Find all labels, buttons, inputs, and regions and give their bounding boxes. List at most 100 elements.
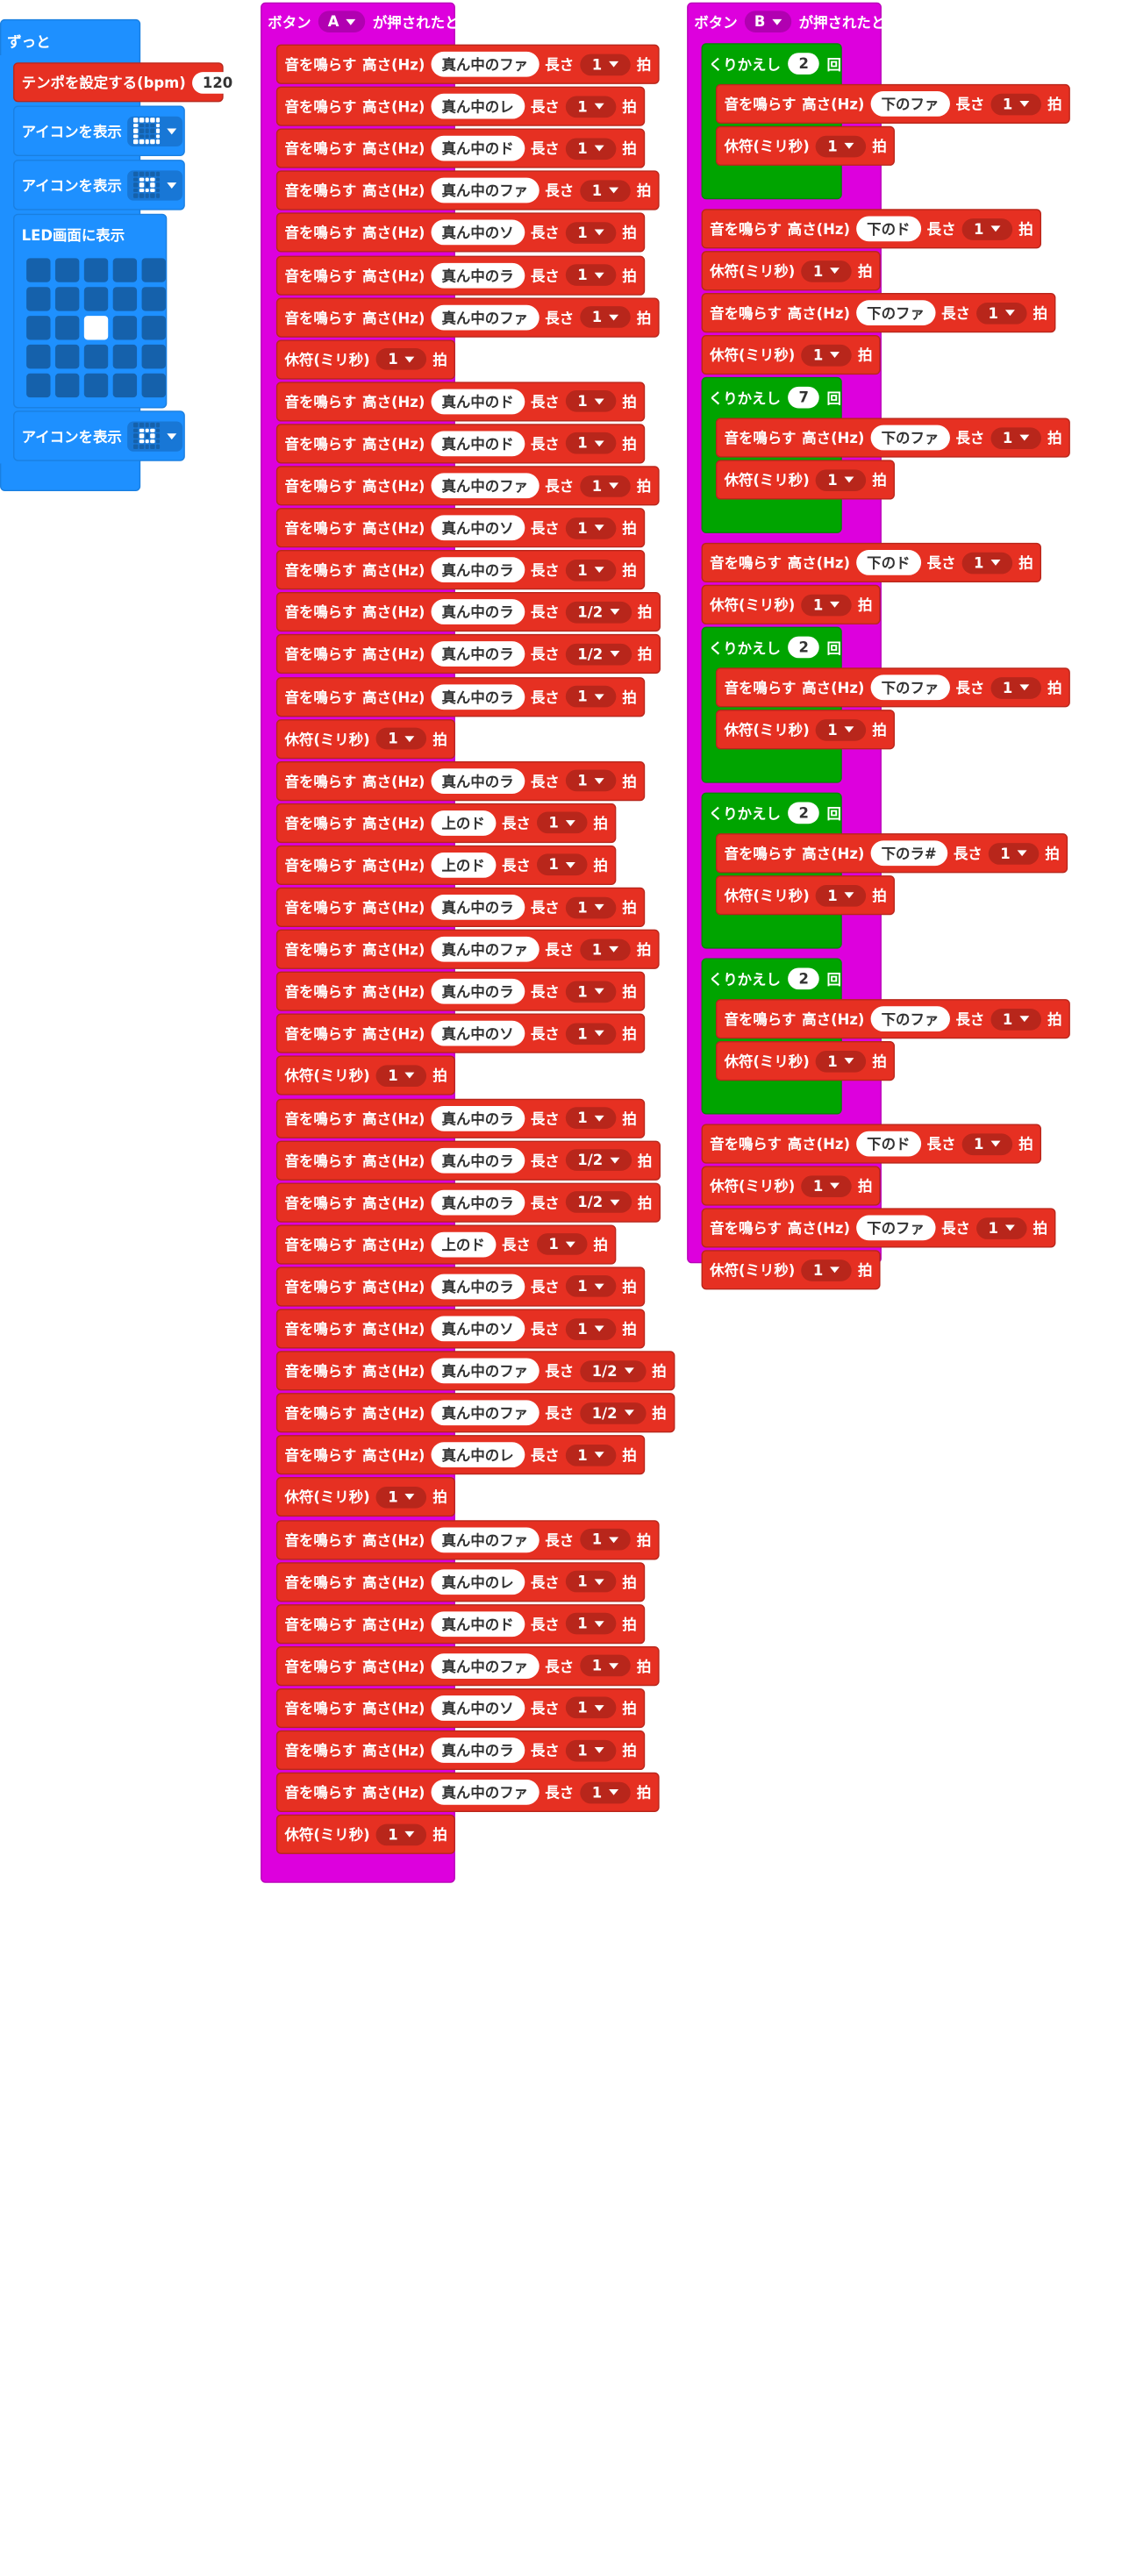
- play-tone-block[interactable]: 音を鳴らす 高さ(Hz) 真ん中のファ 長さ 1 拍: [275, 1645, 660, 1686]
- beat-dropdown[interactable]: 1: [565, 769, 617, 792]
- note-picker[interactable]: 真ん中のレ: [431, 93, 525, 119]
- note-picker[interactable]: 下のファ: [870, 91, 950, 117]
- icon-picker[interactable]: [127, 169, 183, 200]
- beat-dropdown[interactable]: 1: [961, 552, 1013, 574]
- led-cell[interactable]: [54, 258, 80, 282]
- note-picker[interactable]: 真ん中のド: [431, 389, 525, 415]
- beat-dropdown[interactable]: 1: [565, 1570, 617, 1593]
- beat-dropdown[interactable]: 1: [565, 95, 617, 118]
- note-picker[interactable]: 真ん中のラ: [431, 1105, 525, 1131]
- play-tone-block[interactable]: 音を鳴らす 高さ(Hz) 真ん中のラ 長さ 1/2 拍: [275, 634, 661, 674]
- note-picker[interactable]: 真ん中のファ: [431, 1652, 539, 1679]
- play-tone-block[interactable]: 音を鳴らす 高さ(Hz) 真ん中のファ 長さ 1 拍: [275, 296, 660, 338]
- play-tone-block[interactable]: 音を鳴らす 高さ(Hz) 下のド 長さ 1 拍: [701, 209, 1042, 249]
- beat-dropdown[interactable]: 1: [375, 1065, 427, 1087]
- play-tone-block[interactable]: 音を鳴らす 高さ(Hz) 真ん中のファ 長さ 1 拍: [275, 170, 660, 211]
- led-cell[interactable]: [83, 316, 109, 340]
- beat-dropdown[interactable]: 1: [990, 676, 1042, 699]
- beat-dropdown[interactable]: 1: [565, 685, 617, 708]
- beat-dropdown[interactable]: 1: [565, 1275, 617, 1298]
- beat-dropdown[interactable]: 1: [565, 138, 617, 160]
- note-picker[interactable]: 上のド: [431, 810, 497, 836]
- beat-dropdown[interactable]: 1: [579, 306, 631, 328]
- beat-dropdown[interactable]: 1: [801, 1259, 853, 1281]
- beat-dropdown[interactable]: 1: [801, 260, 853, 282]
- play-tone-block[interactable]: 音を鳴らす 高さ(Hz) 真ん中のド 長さ 1 拍: [275, 424, 646, 464]
- play-tone-block[interactable]: 音を鳴らす 高さ(Hz) 下のファ 長さ 1 拍: [701, 1208, 1056, 1248]
- button-select[interactable]: B: [744, 11, 792, 32]
- play-tone-block[interactable]: 音を鳴らす 高さ(Hz) 真ん中のレ 長さ 1 拍: [275, 1435, 646, 1475]
- beat-dropdown[interactable]: 1: [801, 344, 853, 366]
- note-picker[interactable]: 下のド: [855, 1131, 921, 1157]
- note-picker[interactable]: 真ん中のラ: [431, 894, 525, 920]
- play-tone-block[interactable]: 音を鳴らす 高さ(Hz) 真ん中のラ 長さ 1/2 拍: [275, 592, 661, 632]
- rest-block[interactable]: 休符(ミリ秒) 1 拍: [701, 1250, 882, 1290]
- beat-dropdown[interactable]: 1: [815, 468, 867, 491]
- beat-dropdown[interactable]: 1: [579, 938, 631, 960]
- note-picker[interactable]: 真ん中のファ: [431, 178, 539, 203]
- beat-dropdown[interactable]: 1: [565, 1107, 617, 1129]
- play-tone-block[interactable]: 音を鳴らす 高さ(Hz) 下のド 長さ 1 拍: [701, 542, 1042, 583]
- play-tone-block[interactable]: 音を鳴らす 高さ(Hz) 上のド 長さ 1 拍: [275, 845, 617, 885]
- led-cell[interactable]: [112, 316, 138, 340]
- note-picker[interactable]: 真ん中のファ: [431, 1526, 539, 1552]
- play-tone-block[interactable]: 音を鳴らす 高さ(Hz) 下のファ 長さ 1 拍: [715, 999, 1071, 1039]
- show-icon-block[interactable]: アイコンを表示: [13, 410, 185, 461]
- led-cell[interactable]: [141, 373, 166, 398]
- note-picker[interactable]: 真ん中のド: [431, 1610, 525, 1637]
- note-picker[interactable]: 真ん中のラ: [431, 599, 525, 625]
- note-picker[interactable]: 真ん中のラ: [431, 683, 525, 710]
- play-tone-block[interactable]: 音を鳴らす 高さ(Hz) 真ん中のソ 長さ 1 拍: [275, 508, 646, 548]
- play-tone-block[interactable]: 音を鳴らす 高さ(Hz) 下のド 長さ 1 拍: [701, 1124, 1042, 1164]
- play-tone-block[interactable]: 音を鳴らす 高さ(Hz) 真ん中のファ 長さ 1 拍: [275, 1772, 660, 1813]
- play-tone-block[interactable]: 音を鳴らす 高さ(Hz) 真ん中のファ 長さ 1 拍: [275, 1519, 660, 1559]
- note-picker[interactable]: 下のファ: [870, 425, 950, 451]
- play-tone-block[interactable]: 音を鳴らす 高さ(Hz) 上のド 長さ 1 拍: [275, 1224, 617, 1265]
- note-picker[interactable]: 下のファ: [855, 300, 936, 326]
- play-tone-block[interactable]: 音を鳴らす 高さ(Hz) 真ん中のレ 長さ 1 拍: [275, 1561, 646, 1602]
- play-tone-block[interactable]: 音を鳴らす 高さ(Hz) 真ん中のド 長さ 1 拍: [275, 382, 646, 422]
- rest-block[interactable]: 休符(ミリ秒) 1 拍: [715, 125, 896, 166]
- note-picker[interactable]: 下のド: [855, 550, 921, 575]
- repeat-count[interactable]: 7: [788, 386, 820, 409]
- play-tone-block[interactable]: 音を鳴らす 高さ(Hz) 真ん中のド 長さ 1 拍: [275, 1603, 646, 1644]
- note-picker[interactable]: 真ん中のド: [431, 431, 525, 457]
- play-tone-block[interactable]: 音を鳴らす 高さ(Hz) 真ん中のラ 長さ 1 拍: [275, 676, 646, 717]
- beat-dropdown[interactable]: 1/2: [565, 1149, 632, 1172]
- beat-dropdown[interactable]: 1: [565, 390, 617, 413]
- led-cell[interactable]: [141, 258, 166, 282]
- play-tone-block[interactable]: 音を鳴らす 高さ(Hz) 上のド 長さ 1 拍: [275, 803, 617, 843]
- play-tone-block[interactable]: 音を鳴らす 高さ(Hz) 下のファ 長さ 1 拍: [701, 293, 1056, 333]
- play-tone-block[interactable]: 音を鳴らす 高さ(Hz) 真ん中のファ 長さ 1/2 拍: [275, 1393, 675, 1433]
- led-cell[interactable]: [83, 344, 109, 369]
- beat-dropdown[interactable]: 1: [579, 475, 631, 497]
- led-cell[interactable]: [83, 258, 109, 282]
- rest-block[interactable]: 休符(ミリ秒) 1 拍: [701, 251, 882, 291]
- rest-block[interactable]: 休符(ミリ秒) 1 拍: [701, 334, 882, 375]
- icon-picker[interactable]: [127, 420, 183, 452]
- beat-dropdown[interactable]: 1: [815, 135, 867, 157]
- beat-dropdown[interactable]: 1: [990, 426, 1042, 449]
- beat-dropdown[interactable]: 1: [375, 348, 427, 370]
- led-cell[interactable]: [83, 373, 109, 398]
- led-cell[interactable]: [112, 287, 138, 311]
- repeat-count[interactable]: 2: [788, 802, 820, 824]
- note-picker[interactable]: 真ん中のファ: [431, 1400, 539, 1426]
- note-picker[interactable]: 真ん中のラ: [431, 1274, 525, 1300]
- beat-dropdown[interactable]: 1/2: [579, 1359, 647, 1382]
- led-cell[interactable]: [26, 287, 51, 311]
- play-tone-block[interactable]: 音を鳴らす 高さ(Hz) 真ん中のファ 長さ 1 拍: [275, 44, 660, 84]
- play-tone-block[interactable]: 音を鳴らす 高さ(Hz) 真ん中のラ 長さ 1 拍: [275, 760, 646, 801]
- led-cell[interactable]: [112, 258, 138, 282]
- note-picker[interactable]: 真ん中のファ: [431, 1780, 539, 1805]
- play-tone-block[interactable]: 音を鳴らす 高さ(Hz) 真ん中のソ 長さ 1 拍: [275, 1688, 646, 1728]
- play-tone-block[interactable]: 音を鳴らす 高さ(Hz) 真ん中のラ 長さ 1/2 拍: [275, 1140, 661, 1181]
- beat-dropdown[interactable]: 1: [579, 1655, 631, 1677]
- play-tone-block[interactable]: 音を鳴らす 高さ(Hz) 真ん中のラ 長さ 1 拍: [275, 254, 646, 296]
- play-tone-block[interactable]: 音を鳴らす 高さ(Hz) 真ん中のラ 長さ 1/2 拍: [275, 1182, 661, 1223]
- note-picker[interactable]: 上のド: [431, 852, 497, 878]
- repeat-count[interactable]: 2: [788, 967, 820, 990]
- play-tone-block[interactable]: 音を鳴らす 高さ(Hz) 真ん中のラ 長さ 1 拍: [275, 971, 646, 1012]
- note-picker[interactable]: 下のファ: [870, 1006, 950, 1032]
- note-picker[interactable]: 真ん中のソ: [431, 515, 525, 541]
